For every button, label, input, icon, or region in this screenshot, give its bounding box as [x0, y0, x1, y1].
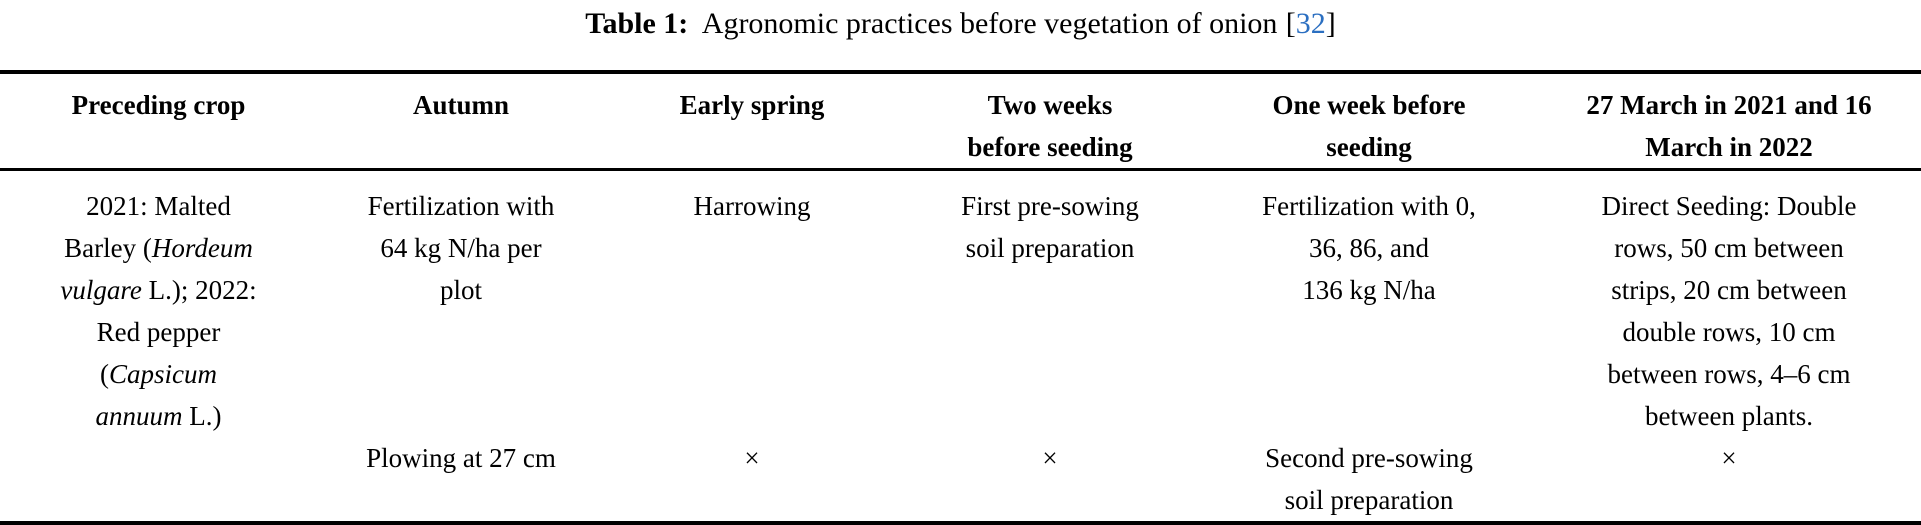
header-preceding-crop: Preceding crop [0, 72, 317, 171]
cell-r2-seeding-date: × [1721, 443, 1737, 473]
header-two-weeks-before-seeding: Two weeks before seeding [899, 72, 1201, 171]
cell-r2-preceding-crop [0, 437, 317, 523]
paper-table-figure: Table 1: Agronomic practices before veget… [0, 6, 1921, 525]
preceding-crop-text: 2021: Malted Barley ( [64, 191, 231, 263]
header-one-week-before-seeding: One week before seeding [1201, 72, 1537, 171]
citation-bracket-open: [ [1285, 7, 1296, 40]
preceding-crop-text: L.) [182, 401, 222, 431]
table-caption-label: Table 1: [585, 7, 689, 40]
cell-r1-seeding-date: Direct Seeding: Double rows, 50 cm betwe… [1601, 191, 1857, 431]
preceding-crop-text: L.); 2022: Red pepper ( [96, 275, 257, 389]
cell-r2-autumn: Plowing at 27 cm [366, 443, 556, 473]
cell-r2-one-week-before-seeding: Second pre-sowing soil preparation [1265, 443, 1473, 515]
header-row: Preceding crop Autumn Early spring Two w… [0, 72, 1921, 171]
cell-r1-early-spring: Harrowing [693, 191, 811, 221]
cell-r1-autumn: Fertilization with 64 kg N/ha per plot [367, 191, 555, 305]
cell-r1-one-week-before-seeding: Fertilization with 0, 36, 86, and 136 kg… [1262, 191, 1476, 305]
cell-r2-early-spring: × [744, 443, 760, 473]
cell-r1-two-weeks-before-seeding: First pre-sowing soil preparation [961, 191, 1139, 263]
header-early-spring: Early spring [605, 72, 899, 171]
citation-bracket-close: ] [1325, 7, 1336, 40]
table-caption: Table 1: Agronomic practices before veget… [0, 6, 1921, 42]
species-name-capsicum-annuum: Capsicum annuum [95, 359, 218, 431]
cell-r1-preceding-crop: 2021: Malted Barley (Hordeum vulgare L.)… [0, 170, 317, 438]
cell-r2-two-weeks-before-seeding: × [1042, 443, 1058, 473]
species-name-hordeum-vulgare: Hordeum vulgare [60, 233, 253, 305]
citation-link[interactable]: 32 [1295, 7, 1326, 40]
header-autumn: Autumn [317, 72, 605, 171]
agronomic-practices-table: Preceding crop Autumn Early spring Two w… [0, 70, 1921, 525]
table-row-1: 2021: Malted Barley (Hordeum vulgare L.)… [0, 170, 1921, 438]
header-seeding-date: 27 March in 2021 and 16 March in 2022 [1537, 72, 1921, 171]
citation: [32] [1286, 7, 1336, 40]
table-caption-text: Agronomic practices before vegetation of… [701, 7, 1278, 40]
table-row-2: Plowing at 27 cm × × Second pre-sowing s… [0, 437, 1921, 523]
